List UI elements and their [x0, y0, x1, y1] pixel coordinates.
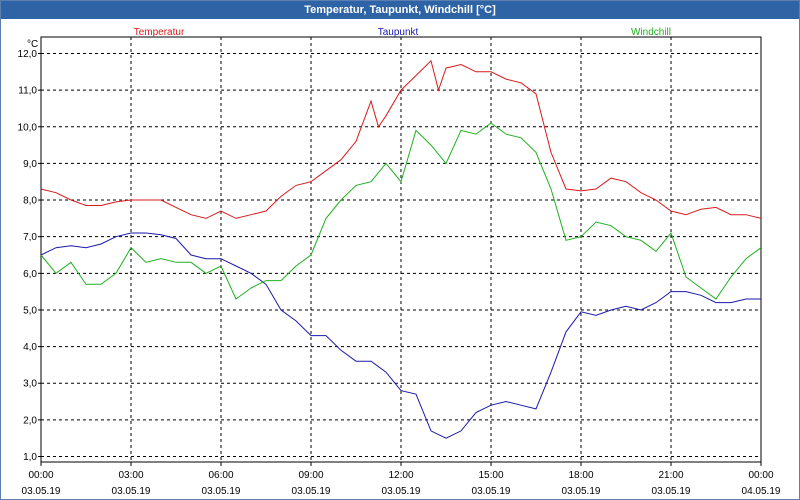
x-tick-time-label: 12:00 [388, 470, 413, 481]
window-title: Temperatur, Taupunkt, Windchill [°C] [1, 1, 799, 19]
x-tick-date-label: 03.05.19 [652, 486, 691, 497]
y-tick-label: 5,0 [23, 305, 37, 316]
x-tick-date-label: 03.05.19 [22, 486, 61, 497]
y-tick-label: 12,0 [18, 49, 38, 60]
x-tick-date-label: 03.05.19 [382, 486, 421, 497]
x-tick-time-label: 03:00 [118, 470, 143, 481]
legend-label-taupunkt: Taupunkt [378, 27, 419, 38]
y-tick-label: 11,0 [18, 86, 37, 97]
series-line-taupunkt [40, 232, 761, 439]
series-line-temperatur [40, 59, 762, 219]
y-axis-unit-label: °C [27, 39, 38, 50]
x-tick-date-label: 03.05.19 [472, 486, 511, 497]
x-axis-ticks: 00:00 03.05.19 03:00 03.05.19 06:00 03.05.19 0… [22, 462, 781, 497]
x-tick-time-label: 15:00 [478, 470, 503, 481]
y-tick-label: 6,0 [23, 269, 37, 280]
y-tick-label: 7,0 [23, 232, 37, 243]
legend-label-temperatur: Temperatur [134, 27, 185, 38]
series-lines [40, 59, 762, 439]
y-tick-label: 1,0 [23, 452, 37, 463]
legend: Temperatur Taupunkt Windchill [134, 27, 671, 38]
x-tick-date-label: 03.05.19 [562, 486, 601, 497]
x-tick-date-label: 03.05.19 [202, 486, 241, 497]
y-tick-label: 4,0 [23, 342, 37, 353]
y-tick-label: 2,0 [23, 415, 37, 426]
x-tick-time-label: 21:00 [658, 470, 683, 481]
x-tick-time-label: 09:00 [298, 470, 323, 481]
grid-lines [41, 37, 761, 462]
x-tick-time-label: 00:00 [748, 470, 773, 481]
y-tick-label: 8,0 [23, 196, 37, 207]
x-tick-time-label: 06:00 [208, 470, 233, 481]
x-tick-date-label: 04.05.19 [742, 486, 781, 497]
y-tick-label: 3,0 [23, 379, 37, 390]
x-tick-date-label: 03.05.19 [292, 486, 331, 497]
y-tick-label: 10,0 [18, 122, 38, 133]
x-tick-time-label: 18:00 [568, 470, 593, 481]
y-axis-ticks: 1,0 2,0 3,0 4,0 5,0 6,0 7,0 8,0 9,0 10,0 11,0 12,0 [18, 49, 41, 463]
y-tick-label: 9,0 [23, 159, 37, 170]
x-tick-date-label: 03.05.19 [112, 486, 151, 497]
legend-label-windchill: Windchill [631, 27, 671, 38]
line-chart: °C 1,0 2,0 3,0 4,0 5,0 6,0 7,0 8,0 9,0 10,0 11,0 12… [18, 27, 781, 497]
series-line-windchill [40, 122, 762, 300]
x-tick-time-label: 00:00 [28, 470, 53, 481]
